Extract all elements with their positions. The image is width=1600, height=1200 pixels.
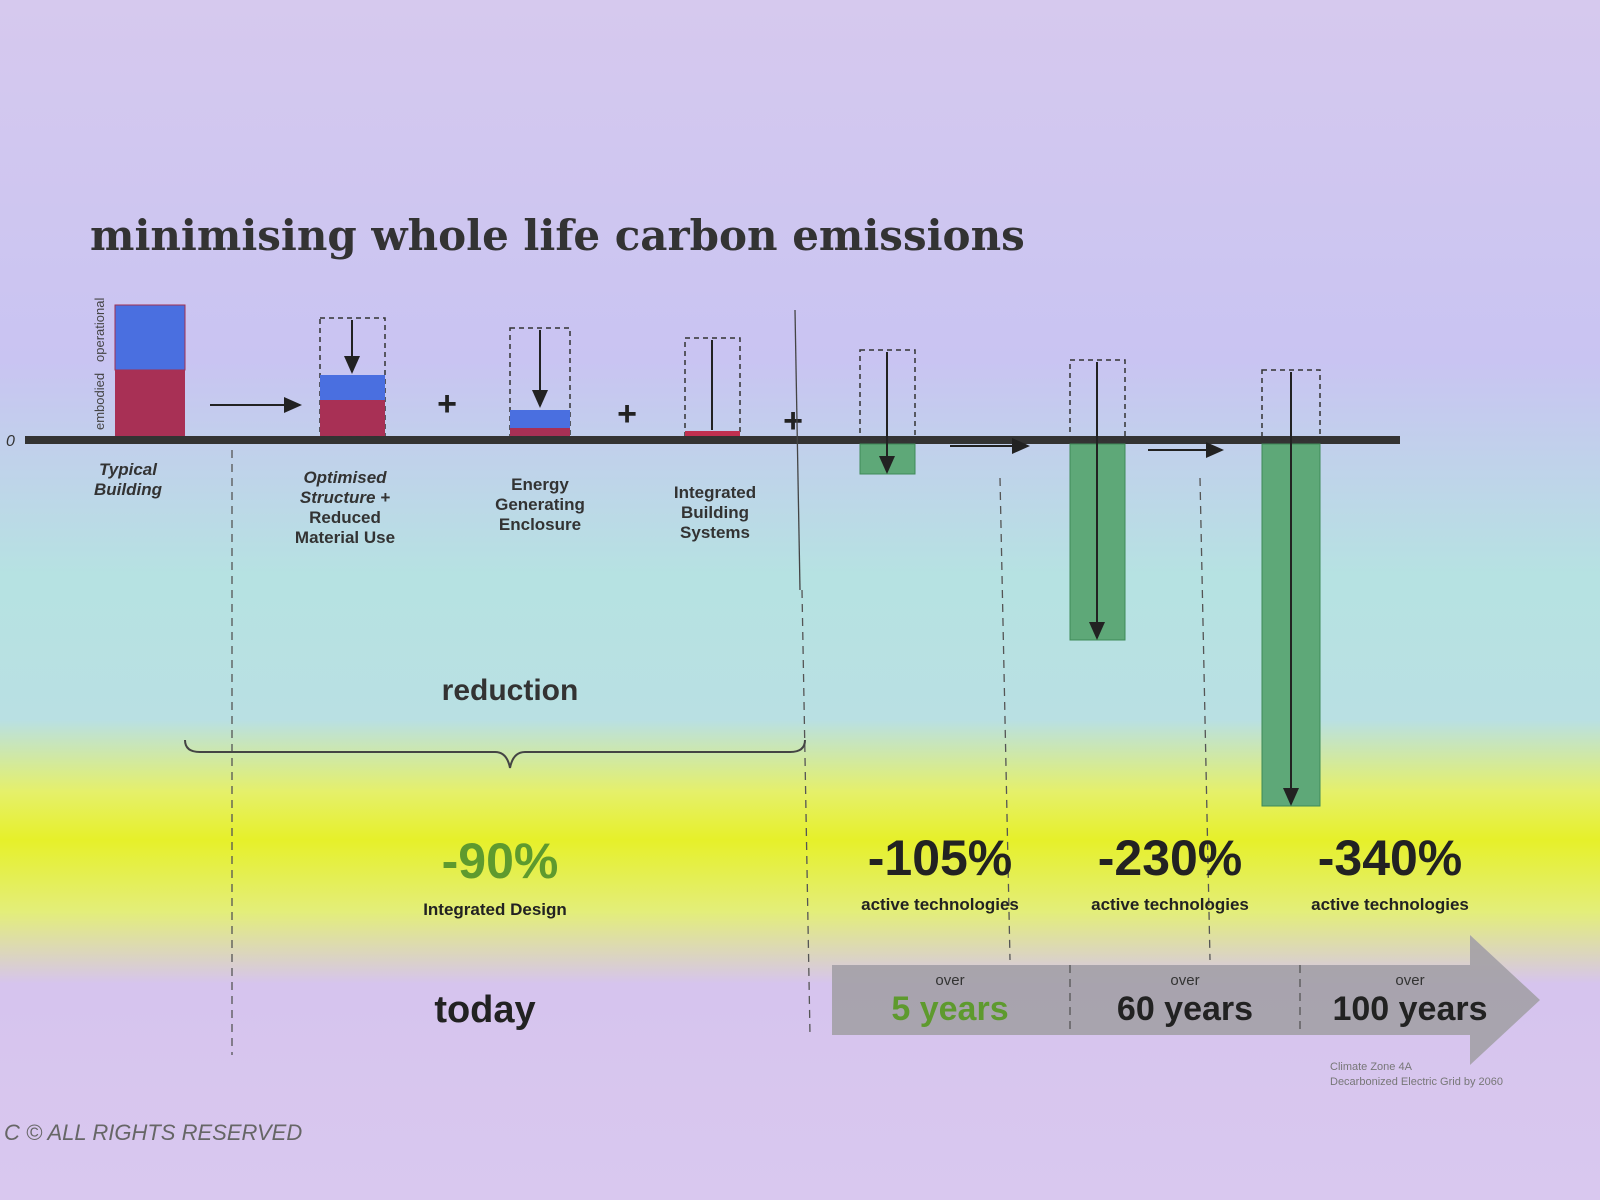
brace: [184, 739, 806, 769]
caption: Integrated Design: [423, 900, 567, 919]
stage-label: Material Use: [295, 528, 395, 547]
operator: +: [617, 395, 637, 433]
separator: [794, 309, 801, 591]
stage-label: Generating: [495, 495, 585, 514]
over-label: over: [935, 972, 964, 989]
period: 60 years: [1117, 990, 1253, 1028]
stage-label: Typical: [99, 460, 158, 479]
stage-label: Reduced: [309, 508, 381, 527]
reduction-label: reduction: [442, 674, 579, 707]
percent: -230%: [1098, 830, 1243, 886]
percent: -105%: [868, 830, 1013, 886]
stage-label: Optimised: [303, 468, 387, 487]
stage-label: Integrated: [674, 483, 756, 502]
over-label: over: [1395, 972, 1424, 989]
percent: -340%: [1318, 830, 1463, 886]
stage-label: Structure +: [300, 488, 390, 507]
caption: active technologies: [1091, 895, 1249, 914]
stage-label: Energy: [511, 475, 569, 494]
embodied-bar: [685, 431, 740, 436]
zero-label: 0: [6, 433, 15, 450]
footnote: Decarbonized Electric Grid by 2060: [1330, 1076, 1503, 1088]
percent: -90%: [442, 833, 559, 889]
title: minimising whole life carbon emissions: [90, 211, 1025, 260]
embodied-bar: [510, 428, 570, 436]
separator: [1199, 477, 1211, 961]
stage-label: Building: [94, 480, 163, 499]
operational-bar: [114, 304, 186, 371]
axis-label: operational: [92, 298, 107, 362]
stage-label: Building: [681, 503, 749, 522]
timeline-arrow: [832, 935, 1540, 1065]
copyright: C © ALL RIGHTS RESERVED: [4, 1120, 302, 1145]
separator: [999, 477, 1011, 961]
operational-bar: [510, 410, 570, 428]
stage-label: Enclosure: [499, 515, 581, 534]
stage-label: Systems: [680, 523, 750, 542]
axis-label: embodied: [92, 373, 107, 430]
separator: [801, 589, 811, 1036]
operator: +: [437, 385, 457, 423]
period: 100 years: [1332, 990, 1487, 1028]
operator: +: [783, 402, 803, 440]
embodied-bar: [320, 400, 385, 436]
caption: active technologies: [861, 895, 1019, 914]
caption: active technologies: [1311, 895, 1469, 914]
period: 5 years: [891, 990, 1008, 1028]
over-label: over: [1170, 972, 1199, 989]
embodied-bar: [115, 370, 185, 436]
operational-bar: [320, 375, 385, 400]
footnote: Climate Zone 4A: [1330, 1061, 1413, 1073]
timeframe: today: [434, 989, 535, 1031]
